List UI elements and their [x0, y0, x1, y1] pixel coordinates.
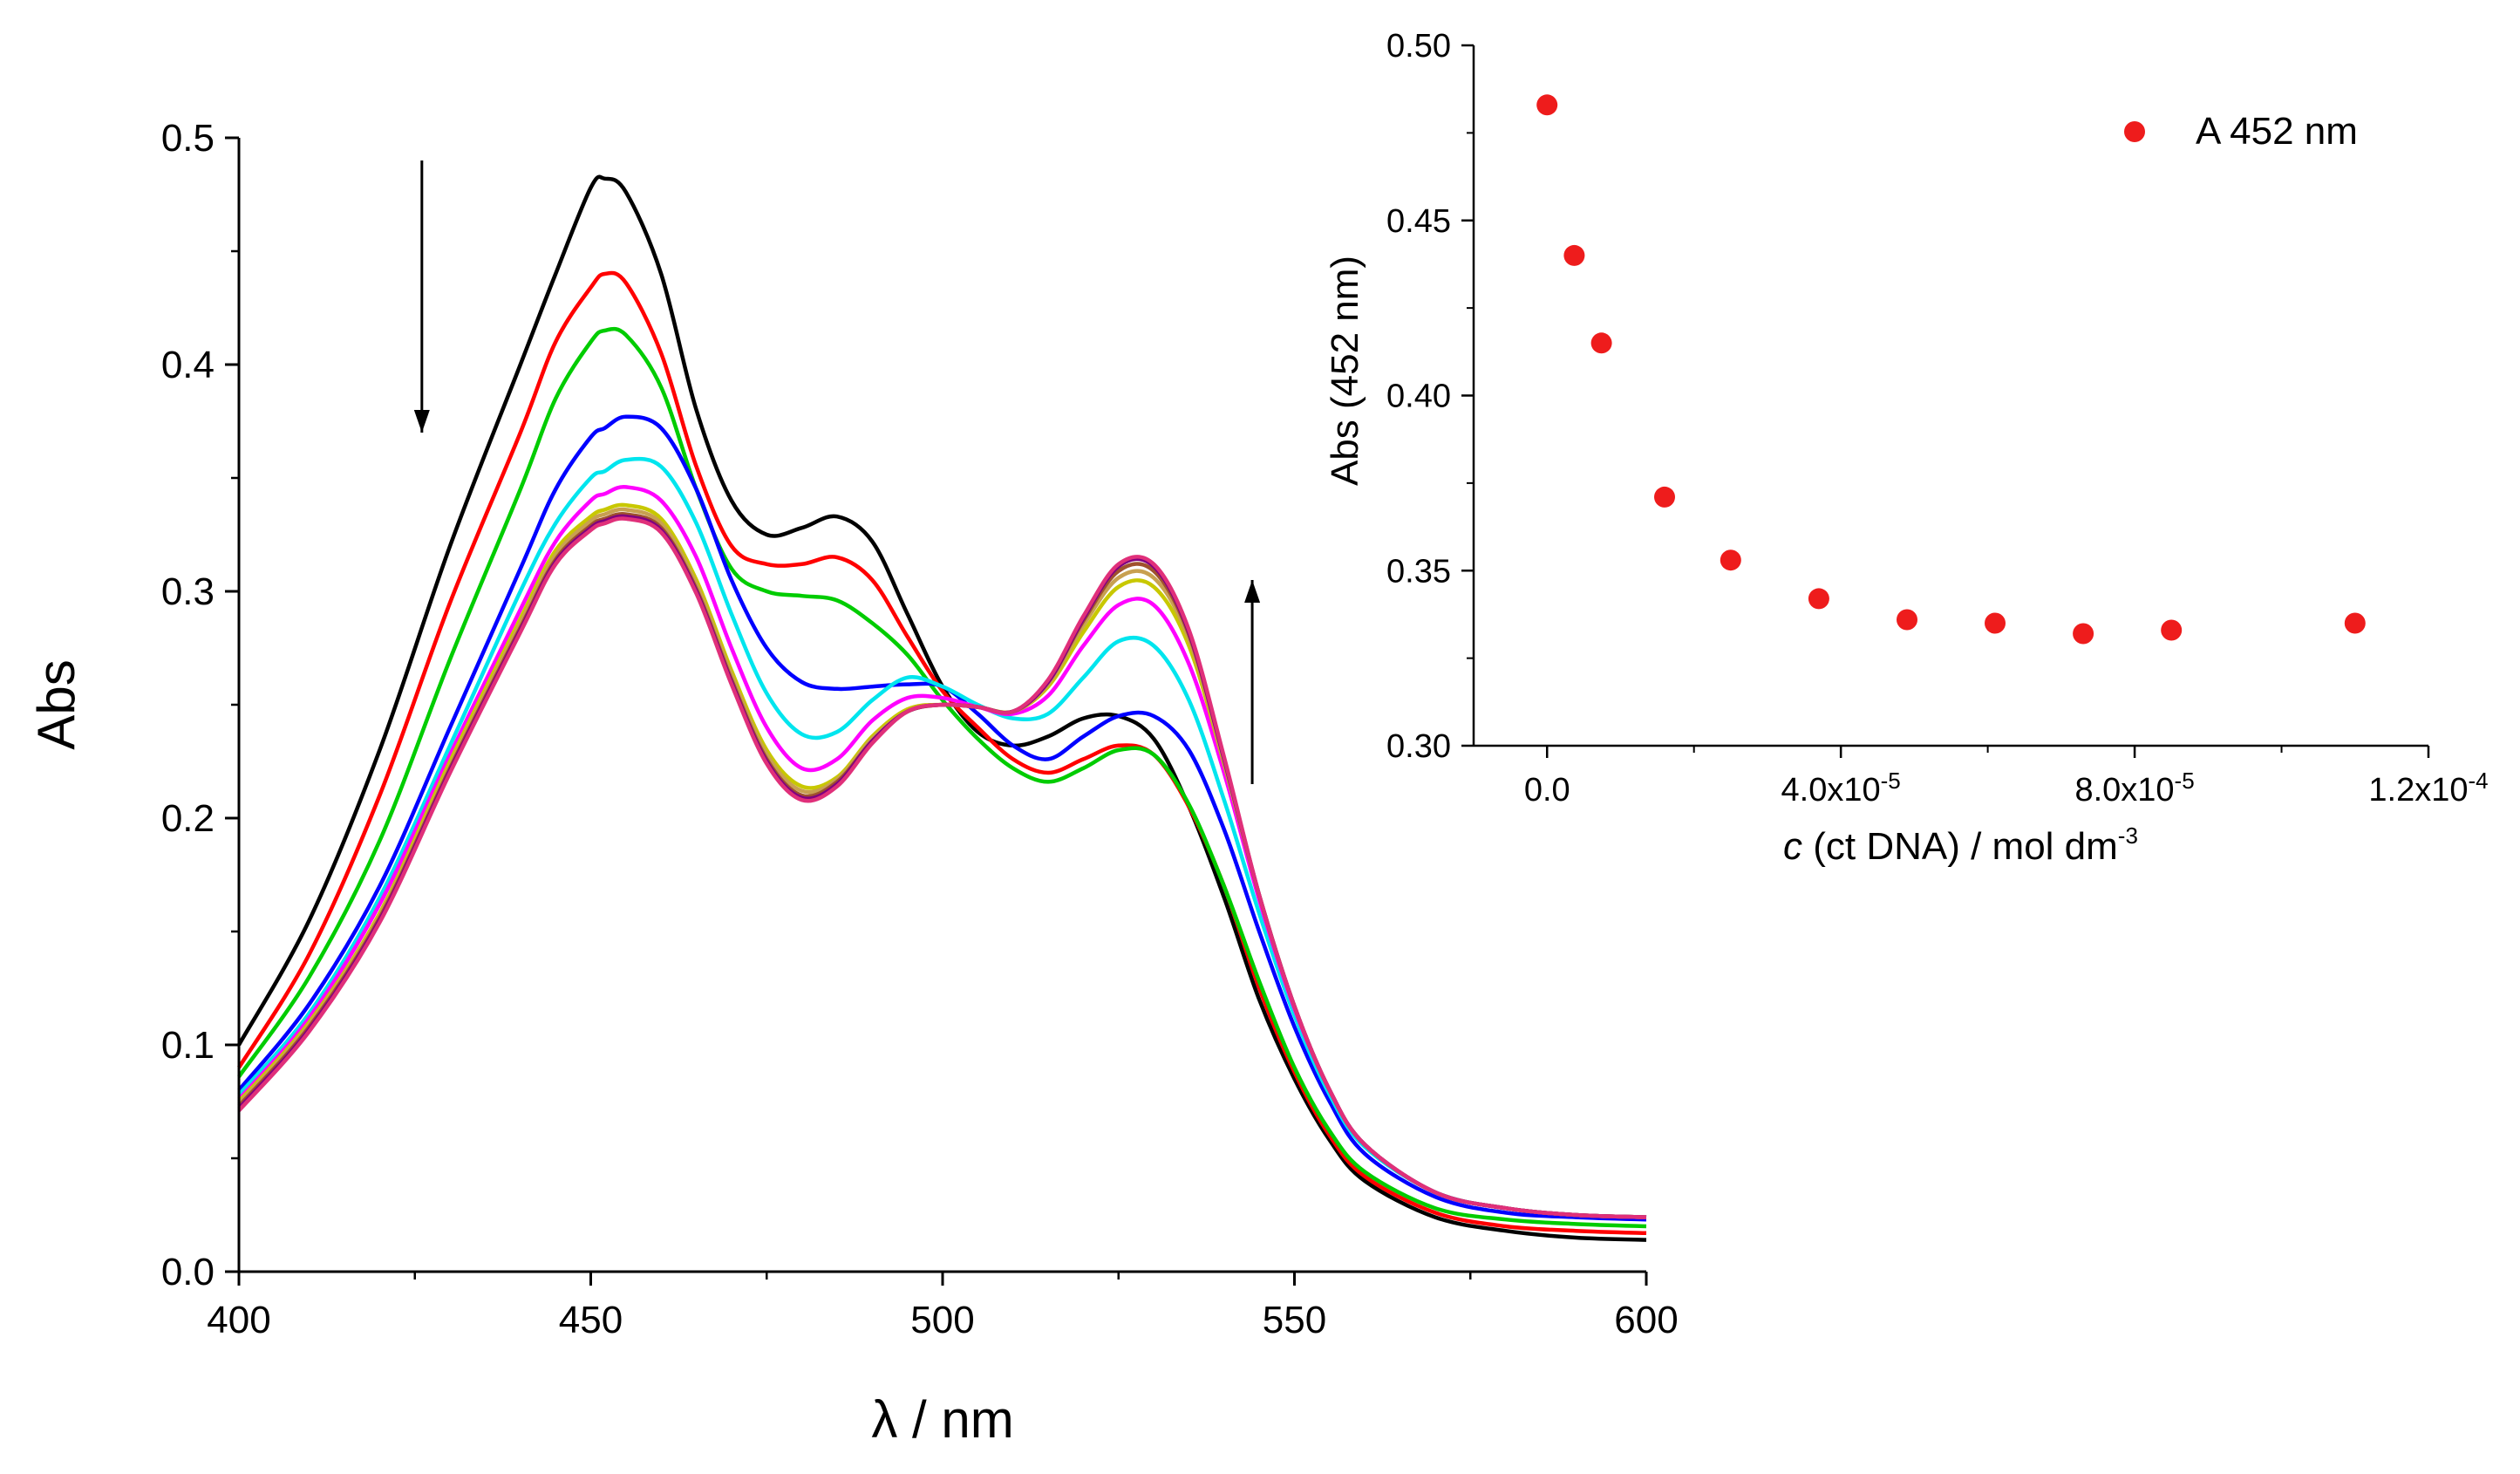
- inset-data-point: [2344, 612, 2366, 634]
- inset-data-point: [1720, 549, 1741, 571]
- inset-y-axis-title: Abs (452 nm): [1324, 256, 1366, 486]
- main-ticks: 400 450 500 550 600 0.0 0.1 0.2 0.3 0.4 0.5: [161, 117, 1679, 1341]
- main-y-tick-label: 0.4: [161, 344, 215, 386]
- main-y-tick-label: 0.0: [161, 1251, 215, 1293]
- spectrum-curve-3: [237, 326, 1647, 1229]
- inset-x-axis-title-italic: c: [1783, 825, 1802, 868]
- inset-data-point: [1985, 612, 2006, 634]
- inset-legend: A 452 nm: [2124, 110, 2358, 153]
- main-x-tick-label: 500: [910, 1299, 974, 1341]
- spectrum-curve-6: [237, 485, 1647, 1219]
- spectrum-curve-9: [237, 511, 1647, 1219]
- inset-x-tick-label: 0.0: [1524, 772, 1570, 809]
- spectrum-curve-7: [237, 502, 1647, 1219]
- main-y-tick-label: 0.5: [161, 117, 215, 160]
- spectrum-curve-10: [237, 514, 1647, 1219]
- inset-data-point: [1536, 94, 1558, 116]
- main-y-tick-label: 0.2: [161, 797, 215, 840]
- main-spectrum-chart: 400 450 500 550 600 0.0 0.1 0.2 0.3 0.4 0.5 λ / nm…: [27, 117, 1679, 1449]
- inset-x-axis-title-text: (ct DNA) / mol dm: [1802, 825, 2118, 868]
- spectrum-curve-11: [237, 516, 1647, 1219]
- inset-data-point: [2161, 619, 2183, 641]
- inset-legend-label: A 452 nm: [2196, 110, 2358, 153]
- main-x-tick-label: 600: [1614, 1299, 1678, 1341]
- spectrum-curve-1: [237, 174, 1647, 1242]
- inset-chart: 0.0 4.0x10-5 8.0x10-5 1.2x10-4 0.30 0.35 0.40 0…: [1324, 28, 2489, 868]
- main-y-tick-label: 0.1: [161, 1024, 215, 1067]
- main-y-tick-label: 0.3: [161, 570, 215, 613]
- inset-x-axis-title-sup: -3: [2118, 822, 2138, 849]
- inset-x-tick-label: 1.2x10-4: [2368, 768, 2488, 809]
- up-arrow: [1244, 580, 1261, 784]
- inset-x-axis-title: c (ct DNA) / mol dm-3: [1783, 822, 2138, 868]
- inset-x-tick-label: 8.0x10-5: [2074, 768, 2194, 809]
- inset-legend-marker: [2124, 121, 2145, 142]
- inset-data-point: [1563, 244, 1585, 266]
- down-arrow: [413, 160, 430, 433]
- main-x-tick-label: 400: [207, 1299, 270, 1341]
- inset-data-point: [1897, 609, 1917, 631]
- inset-data-point: [1808, 588, 1829, 610]
- main-x-axis-title: λ / nm: [871, 1390, 1013, 1449]
- inset-y-tick-label: 0.40: [1386, 379, 1451, 415]
- inset-y-tick-label: 0.50: [1386, 28, 1451, 65]
- main-x-tick-label: 450: [559, 1299, 623, 1341]
- spectrum-curve-4: [237, 414, 1647, 1222]
- spectrum-curve-5: [237, 456, 1647, 1219]
- spectrum-curve-8: [237, 507, 1647, 1219]
- inset-data-point: [2073, 623, 2094, 645]
- inset-y-tick-label: 0.30: [1386, 728, 1451, 765]
- inset-data-point: [1654, 486, 1675, 508]
- inset-y-tick-label: 0.35: [1386, 553, 1451, 590]
- inset-y-tick-label: 0.45: [1386, 203, 1451, 240]
- main-y-axis-title: Abs: [27, 659, 85, 749]
- inset-x-tick-label: 4.0x10-5: [1781, 768, 1901, 809]
- spectrum-curves: [237, 174, 1647, 1242]
- inset-ticks: 0.0 4.0x10-5 8.0x10-5 1.2x10-4 0.30 0.35 0.40 0…: [1386, 28, 2489, 809]
- spectrum-curve-2: [237, 270, 1647, 1236]
- inset-data-points: [1536, 94, 2366, 645]
- main-x-tick-label: 550: [1263, 1299, 1326, 1341]
- trend-arrows: [413, 160, 1261, 784]
- inset-data-point: [1590, 332, 1612, 354]
